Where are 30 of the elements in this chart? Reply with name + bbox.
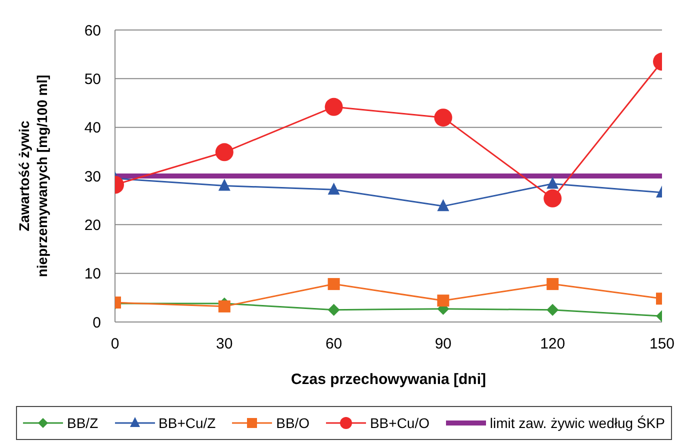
y-tick-label: 10 (84, 266, 101, 283)
point (215, 143, 234, 162)
point (434, 108, 452, 127)
point (218, 178, 230, 191)
point (328, 182, 340, 195)
point (218, 300, 230, 312)
y-tick-label: 0 (92, 314, 101, 332)
x-tick-label: 90 (434, 336, 452, 353)
x-tick-label: 60 (325, 336, 342, 353)
y-tick-label: 50 (84, 70, 101, 88)
y-tick-label: 60 (84, 22, 101, 40)
x-tick-label: 30 (216, 336, 233, 353)
x-tick-label: 120 (540, 336, 566, 353)
point (328, 304, 340, 316)
legend-label: BB/Z (67, 415, 98, 431)
y-axis-title: Zawartość żywic nieprzemywanych [mg/100 ml] (16, 74, 50, 278)
x-axis-title: Czas przechowywania [dni] (290, 371, 486, 388)
legend-label: BB+Cu/Z (158, 415, 216, 431)
legend-label: BB+Cu/O (370, 415, 430, 431)
point (328, 278, 340, 290)
y-tick-label: 40 (84, 120, 101, 137)
x-tick-label: 150 (649, 336, 675, 353)
point (437, 199, 450, 212)
legend-label: BB/O (276, 415, 310, 431)
y-tick-label: 30 (84, 168, 101, 186)
y-tick-label: 20 (84, 216, 101, 234)
point (437, 294, 450, 307)
legend-label: limit zaw. żywic według ŚKP (490, 415, 665, 431)
x-tick-label: 0 (110, 336, 120, 353)
point (324, 98, 343, 116)
